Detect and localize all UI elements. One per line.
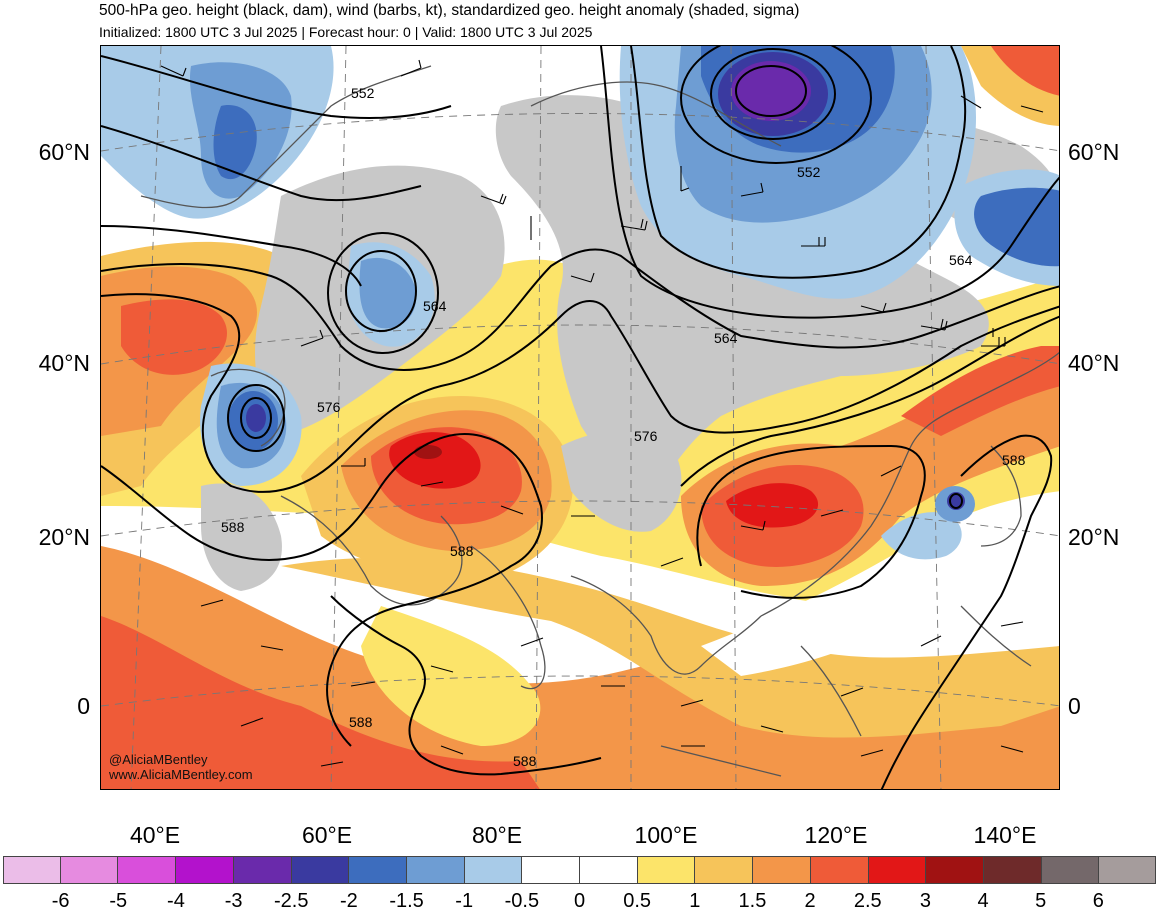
contour-label-564-okhotsk: 564	[949, 252, 973, 268]
colorbar-swatch	[464, 856, 523, 884]
lat-label-60n-right: 60°N	[1068, 139, 1120, 165]
anomaly-darkred-iran	[414, 445, 442, 459]
colorbar-label: 3	[919, 890, 931, 912]
anomaly-redorange-northeast	[991, 46, 1059, 96]
colorbar-label: -1	[455, 890, 474, 912]
colorbar-swatch	[580, 856, 638, 884]
watermark-site: www.AliciaMBentley.com	[109, 767, 253, 782]
contour-label-552-east: 552	[797, 164, 821, 180]
anomaly-gray-arabia	[201, 483, 282, 591]
anomaly-red-iran	[389, 432, 481, 489]
lat-label-20n-left: 20°N	[38, 524, 90, 550]
map-subtitle: Initialized: 1800 UTC 3 Jul 2025 | Forec…	[99, 24, 593, 40]
contour-labels: 552 552 564 564 564 576 576 588 588 588 …	[221, 85, 1026, 769]
anomaly-red-china	[726, 483, 819, 528]
colorbar-label: 1	[689, 890, 701, 912]
anomaly-midblue-caspian	[359, 257, 417, 329]
height-contours	[101, 46, 1059, 789]
colorbar-swatch	[406, 856, 465, 884]
contour-label-588-south-2: 588	[513, 753, 537, 769]
colorbar-label: 0.5	[623, 890, 652, 912]
colorbar-swatch	[637, 856, 696, 884]
lat-label-40n-left: 40°N	[38, 350, 90, 376]
contour-label-576-caspian: 576	[317, 399, 341, 415]
colorbar-swatch	[1041, 856, 1100, 884]
colorbar-label: 4	[977, 890, 989, 912]
contour-label-588-india: 588	[450, 543, 474, 559]
contour-label-564-caspian: 564	[423, 298, 447, 314]
colorbar-swatch	[118, 856, 177, 884]
colorbar-label: 2	[804, 890, 816, 912]
colorbar-swatch	[522, 856, 581, 884]
colorbar-swatch	[695, 856, 754, 884]
contour-label-588-south-1: 588	[349, 714, 373, 730]
colorbar-label: -1.5	[389, 890, 424, 912]
colorbar-label: 5	[1035, 890, 1047, 912]
lat-label-20n-right: 20°N	[1068, 524, 1120, 550]
colorbar-label: -6	[51, 890, 70, 912]
colorbar-label: -5	[109, 890, 128, 912]
lon-label-120e: 120°E	[804, 822, 868, 848]
colorbar-swatch	[176, 856, 234, 884]
colorbar-swatch	[868, 856, 927, 884]
anomaly-redorange-korea	[901, 346, 1059, 436]
graticule	[101, 46, 1059, 789]
watermark-handle: @AliciaMBentley	[109, 752, 208, 767]
lon-label-100e: 100°E	[634, 822, 698, 848]
map-title: 500-hPa geo. height (black, dam), wind (…	[99, 2, 800, 19]
anomaly-redorange-south	[101, 616, 540, 789]
lat-label-0-right: 0	[1068, 693, 1081, 719]
colorbar-label: 6	[1092, 890, 1104, 912]
colorbar-swatch	[983, 856, 1042, 884]
contour-label-564-mongolia: 564	[714, 330, 738, 346]
contour-label-552-west: 552	[351, 85, 375, 101]
lat-label-0-left: 0	[77, 693, 90, 719]
anomaly-yellow-southindia	[361, 606, 541, 746]
anomaly-white-pacific	[701, 491, 1059, 676]
anomaly-gray-tibet	[561, 431, 682, 532]
anomaly-lightblue-pacific	[881, 512, 962, 560]
colorbar-label: 0	[573, 890, 586, 912]
anomaly-purple-siberia	[731, 61, 811, 121]
anomaly-redorange-europe	[121, 299, 227, 375]
contour-label-588-east: 588	[1002, 452, 1026, 468]
colorbar-swatch	[291, 856, 350, 884]
colorbar-swatch	[753, 856, 811, 884]
lon-label-40e: 40°E	[129, 822, 181, 848]
colorbar-label: 1.5	[738, 890, 767, 912]
coastlines	[140, 65, 1059, 777]
colorbar-label: -0.5	[504, 890, 540, 912]
anomaly-lightorange-belt	[281, 557, 1059, 738]
anomaly-blue-scandinavia	[213, 105, 257, 180]
anomaly-gray-siberia	[495, 95, 989, 516]
colorbar-swatch	[926, 856, 984, 884]
colorbar-swatch	[1099, 856, 1157, 884]
lon-label-140e: 140°E	[973, 822, 1037, 848]
lat-label-60n-left: 60°N	[38, 139, 90, 165]
colorbar-label: -2.5	[274, 890, 309, 912]
colorbar-label: 2.5	[853, 890, 882, 912]
colorbar-swatch	[810, 856, 869, 884]
colorbar	[3, 856, 1157, 884]
colorbar-swatch	[349, 856, 407, 884]
anomaly-darkblue-blacksea	[246, 404, 266, 432]
colorbar-swatch	[3, 856, 61, 884]
map-svg: 552 552 564 564 564 576 576 588 588 588 …	[101, 46, 1059, 789]
colorbar-label: -2	[339, 890, 358, 912]
colorbar-label: -4	[167, 890, 185, 912]
lat-label-40n-right: 40°N	[1068, 350, 1120, 376]
contour-label-576-tibet: 576	[634, 428, 658, 444]
lon-label-80e: 80°E	[471, 822, 523, 848]
lon-label-60e: 60°E	[301, 822, 353, 848]
contour-label-588-arabia: 588	[221, 519, 245, 535]
colorbar-label: -3	[224, 890, 243, 912]
weather-map: 552 552 564 564 564 576 576 588 588 588 …	[100, 45, 1060, 790]
wind-barbs	[160, 59, 1044, 767]
colorbar-swatch	[233, 856, 292, 884]
colorbar-swatch	[60, 856, 119, 884]
